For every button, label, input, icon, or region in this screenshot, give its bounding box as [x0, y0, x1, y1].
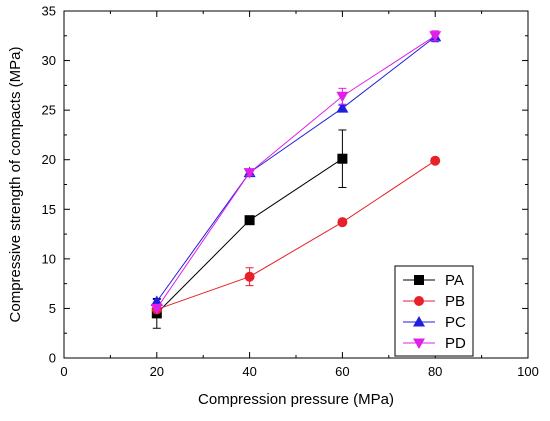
legend: PA PB PC PD: [394, 265, 474, 357]
y-tick-label: 20: [42, 152, 56, 167]
y-tick-label: 25: [42, 103, 56, 118]
data-point-pb: [244, 271, 255, 282]
x-tick-label: 0: [60, 364, 67, 379]
series-pb: [151, 155, 441, 315]
series-layer: [150, 30, 442, 329]
y-tick-label: 30: [42, 53, 56, 68]
data-point-pd: [336, 91, 349, 103]
x-axis-title: Compression pressure (MPa): [198, 391, 394, 408]
y-tick-label: 15: [42, 202, 56, 217]
data-point-pd: [429, 31, 442, 42]
x-tick-label: 60: [335, 364, 349, 379]
series-line-pd: [156, 35, 436, 309]
data-point-pa: [244, 215, 255, 226]
legend-box: [394, 265, 474, 357]
series-line-pa: [156, 158, 343, 314]
series-pd: [150, 30, 442, 315]
y-tick-label: 10: [42, 251, 56, 266]
legend-marker-pa: [414, 275, 424, 285]
y-tick-label: 0: [49, 351, 56, 366]
legend-marker-pb: [414, 296, 424, 306]
x-tick-label: 40: [242, 364, 256, 379]
series-line-pb: [156, 160, 436, 310]
data-point-pd: [243, 168, 256, 179]
series-line-pc: [156, 36, 436, 302]
legend-label-pb: PB: [445, 293, 465, 310]
data-point-pb: [430, 155, 441, 166]
data-point-pa: [337, 153, 348, 164]
legend-marker-pd: [413, 338, 425, 349]
legend-label-pc: PC: [445, 314, 466, 331]
series-pc: [150, 30, 442, 306]
legend-label-pd: PD: [445, 335, 466, 352]
data-point-pd: [150, 303, 163, 315]
y-tick-label: 5: [49, 301, 56, 316]
legend-marker-pc: [413, 316, 425, 327]
x-tick-label: 20: [150, 364, 164, 379]
data-point-pc: [336, 102, 349, 113]
axes: 0 20 40 60 80 100 0 5 10 15 20 25 30 35: [42, 4, 539, 380]
legend-label-pa: PA: [445, 272, 464, 289]
series-pa: [151, 129, 348, 329]
x-tick-label: 100: [517, 364, 539, 379]
data-point-pb: [337, 217, 348, 228]
y-axis-title: Compressive strength of compacts (MPa): [7, 47, 24, 323]
y-tick-label: 35: [42, 4, 56, 19]
x-tick-label: 80: [428, 364, 442, 379]
